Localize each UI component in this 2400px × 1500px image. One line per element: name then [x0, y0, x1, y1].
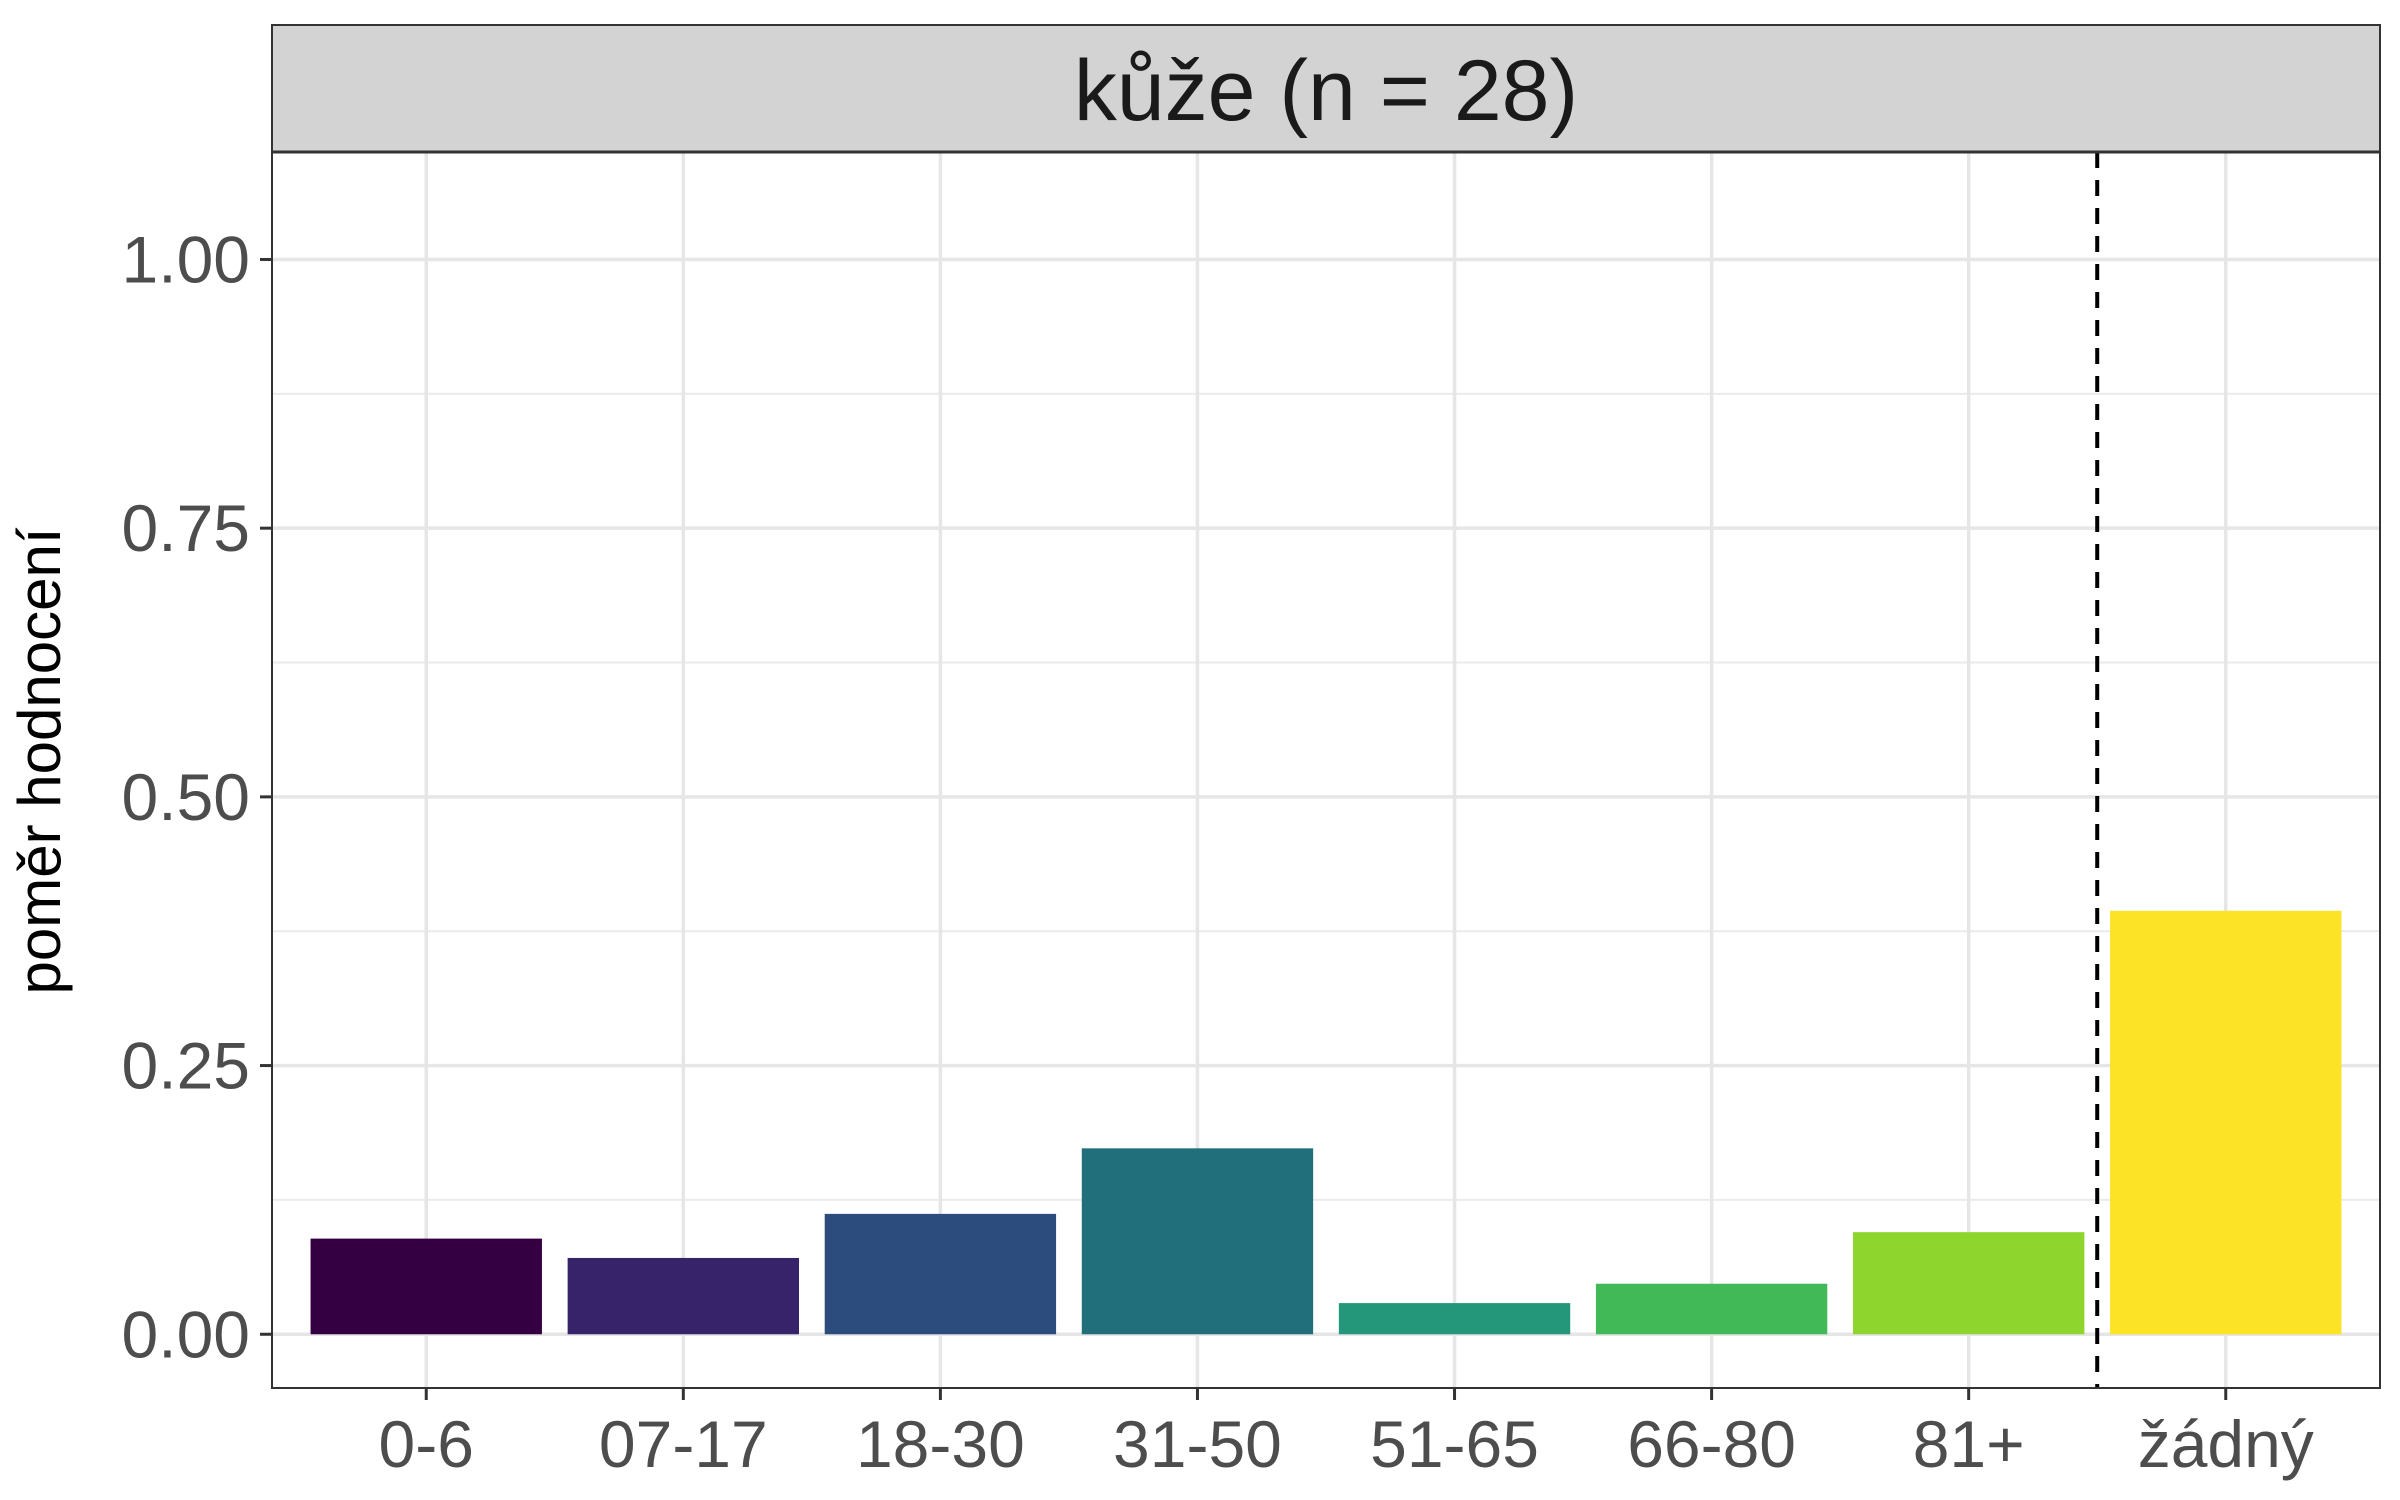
x-tick-label: 18-30: [856, 1407, 1025, 1481]
y-axis-title: poměr hodnocení: [6, 527, 73, 994]
x-axis: 0-6 07-17 18-30 31-50 51-65 66-80 81+ žádný: [379, 1388, 2314, 1481]
bar-7: [1853, 1232, 2085, 1335]
y-tick-label: 1.00: [122, 222, 250, 296]
bar-2: [567, 1257, 799, 1335]
bar-8: [2110, 910, 2342, 1335]
x-tick-label: 51-65: [1370, 1407, 1539, 1481]
bar-5: [1338, 1303, 1571, 1335]
chart-title: kůže (n = 28): [1074, 43, 1578, 139]
panel-border: [271, 24, 2381, 1389]
y-tick-label: 0.75: [122, 491, 250, 565]
bars: [310, 910, 2342, 1335]
bar-3: [824, 1213, 1057, 1335]
y-tick-label: 0.25: [122, 1029, 250, 1103]
x-tick-label: 07-17: [599, 1407, 768, 1481]
x-tick-label: žádný: [2138, 1407, 2314, 1481]
bar-4: [1081, 1148, 1314, 1335]
y-tick-label: 0.50: [122, 760, 250, 834]
y-axis: 0.00 0.25 0.50 0.75 1.00: [122, 222, 272, 1371]
x-tick-label: 81+: [1913, 1407, 2025, 1481]
x-tick-label: 0-6: [379, 1407, 474, 1481]
x-tick-label: 31-50: [1113, 1407, 1282, 1481]
y-tick-label: 0.00: [122, 1297, 250, 1371]
bar-1: [310, 1238, 542, 1335]
facet-strip: [272, 25, 2380, 152]
bar-6: [1595, 1283, 1828, 1335]
x-tick-label: 66-80: [1627, 1407, 1796, 1481]
